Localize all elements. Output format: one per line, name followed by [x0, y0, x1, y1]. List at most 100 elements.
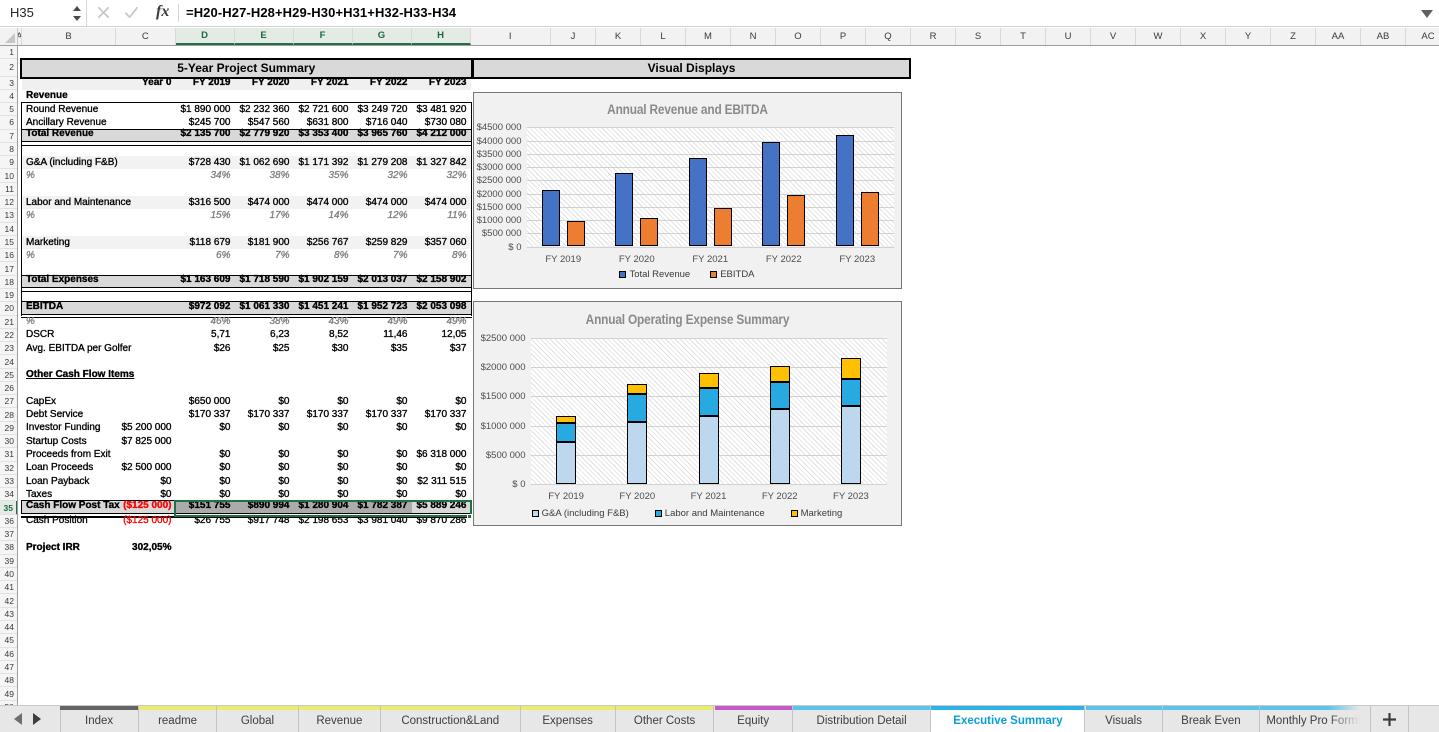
cell-value[interactable]: $9 870 286 [416, 515, 467, 527]
cell-value[interactable]: $0 [278, 449, 290, 460]
cell-value[interactable]: $170 337 [188, 409, 231, 421]
cell-value[interactable]: $26 [213, 342, 231, 354]
column-header-H[interactable]: H [411, 28, 471, 45]
tab-other-costs[interactable]: Other Costs [615, 706, 715, 732]
row-header-23[interactable]: 23 [0, 342, 17, 356]
row-header-45[interactable]: 45 [0, 634, 17, 648]
column-header-V[interactable]: V [1091, 28, 1136, 45]
year0-header[interactable]: Year 0 [142, 77, 172, 89]
cell-value[interactable]: $0 [455, 462, 467, 474]
cell-value[interactable]: 34% [210, 170, 231, 182]
row-label[interactable]: Total Expenses [26, 274, 99, 286]
row-label[interactable]: CapEx [26, 395, 57, 407]
row-header-35[interactable]: 35 [0, 501, 17, 515]
row-label[interactable]: Investor Funding [26, 422, 101, 434]
row-header-25[interactable]: 25 [0, 368, 17, 382]
row-header-49[interactable]: 49 [0, 687, 17, 701]
cell-value[interactable]: 38% [269, 316, 290, 328]
cell-value[interactable]: $0 [219, 422, 231, 434]
cell-value[interactable]: $474 000 [306, 196, 349, 208]
cell-value[interactable]: $474 000 [247, 196, 290, 208]
tab-global[interactable]: Global [217, 706, 299, 732]
column-header-X[interactable]: X [1181, 28, 1226, 45]
cell-value[interactable]: $26 755 [194, 515, 231, 527]
cell-value[interactable]: 8% [334, 249, 349, 261]
column-header-G[interactable]: G [352, 28, 412, 45]
cell-value[interactable]: 17% [269, 209, 290, 221]
cell-value[interactable]: $170 337 [365, 409, 408, 421]
row-header-5[interactable]: 5 [0, 103, 17, 117]
cell-value[interactable]: $151 755 [175, 500, 235, 513]
cell-value[interactable]: 11,46 [383, 329, 408, 341]
cell-value[interactable]: $3 249 720 [357, 103, 408, 115]
row-header-33[interactable]: 33 [0, 474, 17, 489]
cell-value[interactable]: $181 900 [247, 236, 290, 248]
row-header-17[interactable]: 17 [0, 262, 17, 276]
cell-value[interactable]: $1 062 690 [239, 156, 290, 168]
cell-value[interactable]: 7% [275, 249, 290, 261]
tab-index[interactable]: Index [60, 706, 140, 732]
cell-value[interactable]: $2 232 360 [239, 103, 290, 115]
column-header-Y[interactable]: Y [1226, 28, 1271, 45]
cell-value[interactable]: $3 481 920 [416, 103, 467, 115]
cell-value[interactable]: $547 560 [247, 117, 290, 128]
add-sheet-button[interactable] [1371, 706, 1410, 732]
row-header-34[interactable]: 34 [0, 488, 17, 502]
row-label[interactable]: Revenue [26, 90, 68, 102]
cell-value[interactable]: 8% [452, 249, 467, 261]
column-header-A[interactable]: A [17, 28, 22, 45]
revenue-ebitda-chart[interactable]: Annual Revenue and EBITDA $ 0 $500 000 $100… [472, 91, 902, 289]
row-header-9[interactable]: 9 [0, 156, 17, 170]
cell-value[interactable]: $35 [390, 342, 408, 354]
tab-readme[interactable]: readme [139, 706, 217, 732]
cell-value[interactable]: $170 337 [306, 409, 349, 421]
cell-year0[interactable]: ($125 000) [123, 515, 172, 527]
row-label[interactable]: Total Revenue [26, 128, 94, 140]
cell-value[interactable]: $0 [337, 462, 349, 474]
cell-value[interactable]: $917 748 [247, 515, 290, 527]
cell-value[interactable]: 43% [328, 316, 349, 328]
cell-value[interactable]: 5,71 [211, 329, 231, 341]
column-header-U[interactable]: U [1046, 28, 1091, 45]
insert-function-icon[interactable]: fx [156, 3, 170, 20]
cell-value[interactable]: 14% [328, 209, 349, 221]
fy-header[interactable]: FY 2022 [369, 77, 408, 89]
row-header-22[interactable]: 22 [0, 328, 17, 343]
row-label[interactable]: % [26, 249, 35, 261]
row-header-40[interactable]: 40 [0, 567, 17, 582]
column-header-P[interactable]: P [821, 28, 866, 45]
cell-value[interactable]: $0 [337, 488, 349, 500]
tab-break-even[interactable]: Break Even [1162, 706, 1261, 732]
cell-value[interactable]: 35% [328, 170, 349, 182]
cell-value[interactable]: $2 311 515 [417, 475, 467, 487]
cell-value[interactable]: $0 [219, 475, 231, 487]
cell-value[interactable]: $2 013 037 [357, 274, 408, 286]
cell-value[interactable]: $1 890 000 [180, 103, 231, 115]
row-header-3[interactable]: 3 [0, 76, 17, 90]
row-label[interactable]: Proceeds from Exit [26, 449, 111, 460]
cell-value[interactable]: $631 800 [306, 117, 349, 128]
cell-value[interactable]: $1 451 241 [298, 300, 349, 312]
cell-year0[interactable]: $0 [160, 488, 172, 500]
row-header-18[interactable]: 18 [0, 275, 17, 289]
cell-value[interactable]: $30 [331, 342, 349, 354]
cell-value[interactable]: $0 [455, 422, 467, 434]
row-label[interactable]: Cash Position [26, 515, 88, 527]
cell-value[interactable]: $972 092 [188, 300, 231, 312]
cell-value[interactable]: 49% [387, 316, 408, 328]
cell-value[interactable]: 6,23 [270, 329, 290, 341]
column-header-AA[interactable]: AA [1316, 28, 1361, 45]
row-label[interactable]: Ancillary Revenue [26, 117, 107, 128]
tab-expenses[interactable]: Expenses [520, 706, 616, 732]
row-header-50[interactable]: 50 [0, 700, 17, 705]
row-header-16[interactable]: 16 [0, 249, 17, 263]
cell-value[interactable]: $0 [337, 475, 349, 487]
selection-fill-handle[interactable] [467, 513, 472, 519]
row-header-28[interactable]: 28 [0, 408, 17, 422]
cell-value[interactable]: $0 [278, 422, 290, 434]
row-header-20[interactable]: 20 [0, 302, 17, 316]
row-label[interactable]: Loan Proceeds [26, 462, 94, 474]
row-header-13[interactable]: 13 [0, 209, 17, 223]
cell-value[interactable]: $3 981 040 [357, 515, 408, 527]
spinner-up-icon[interactable] [73, 6, 81, 11]
